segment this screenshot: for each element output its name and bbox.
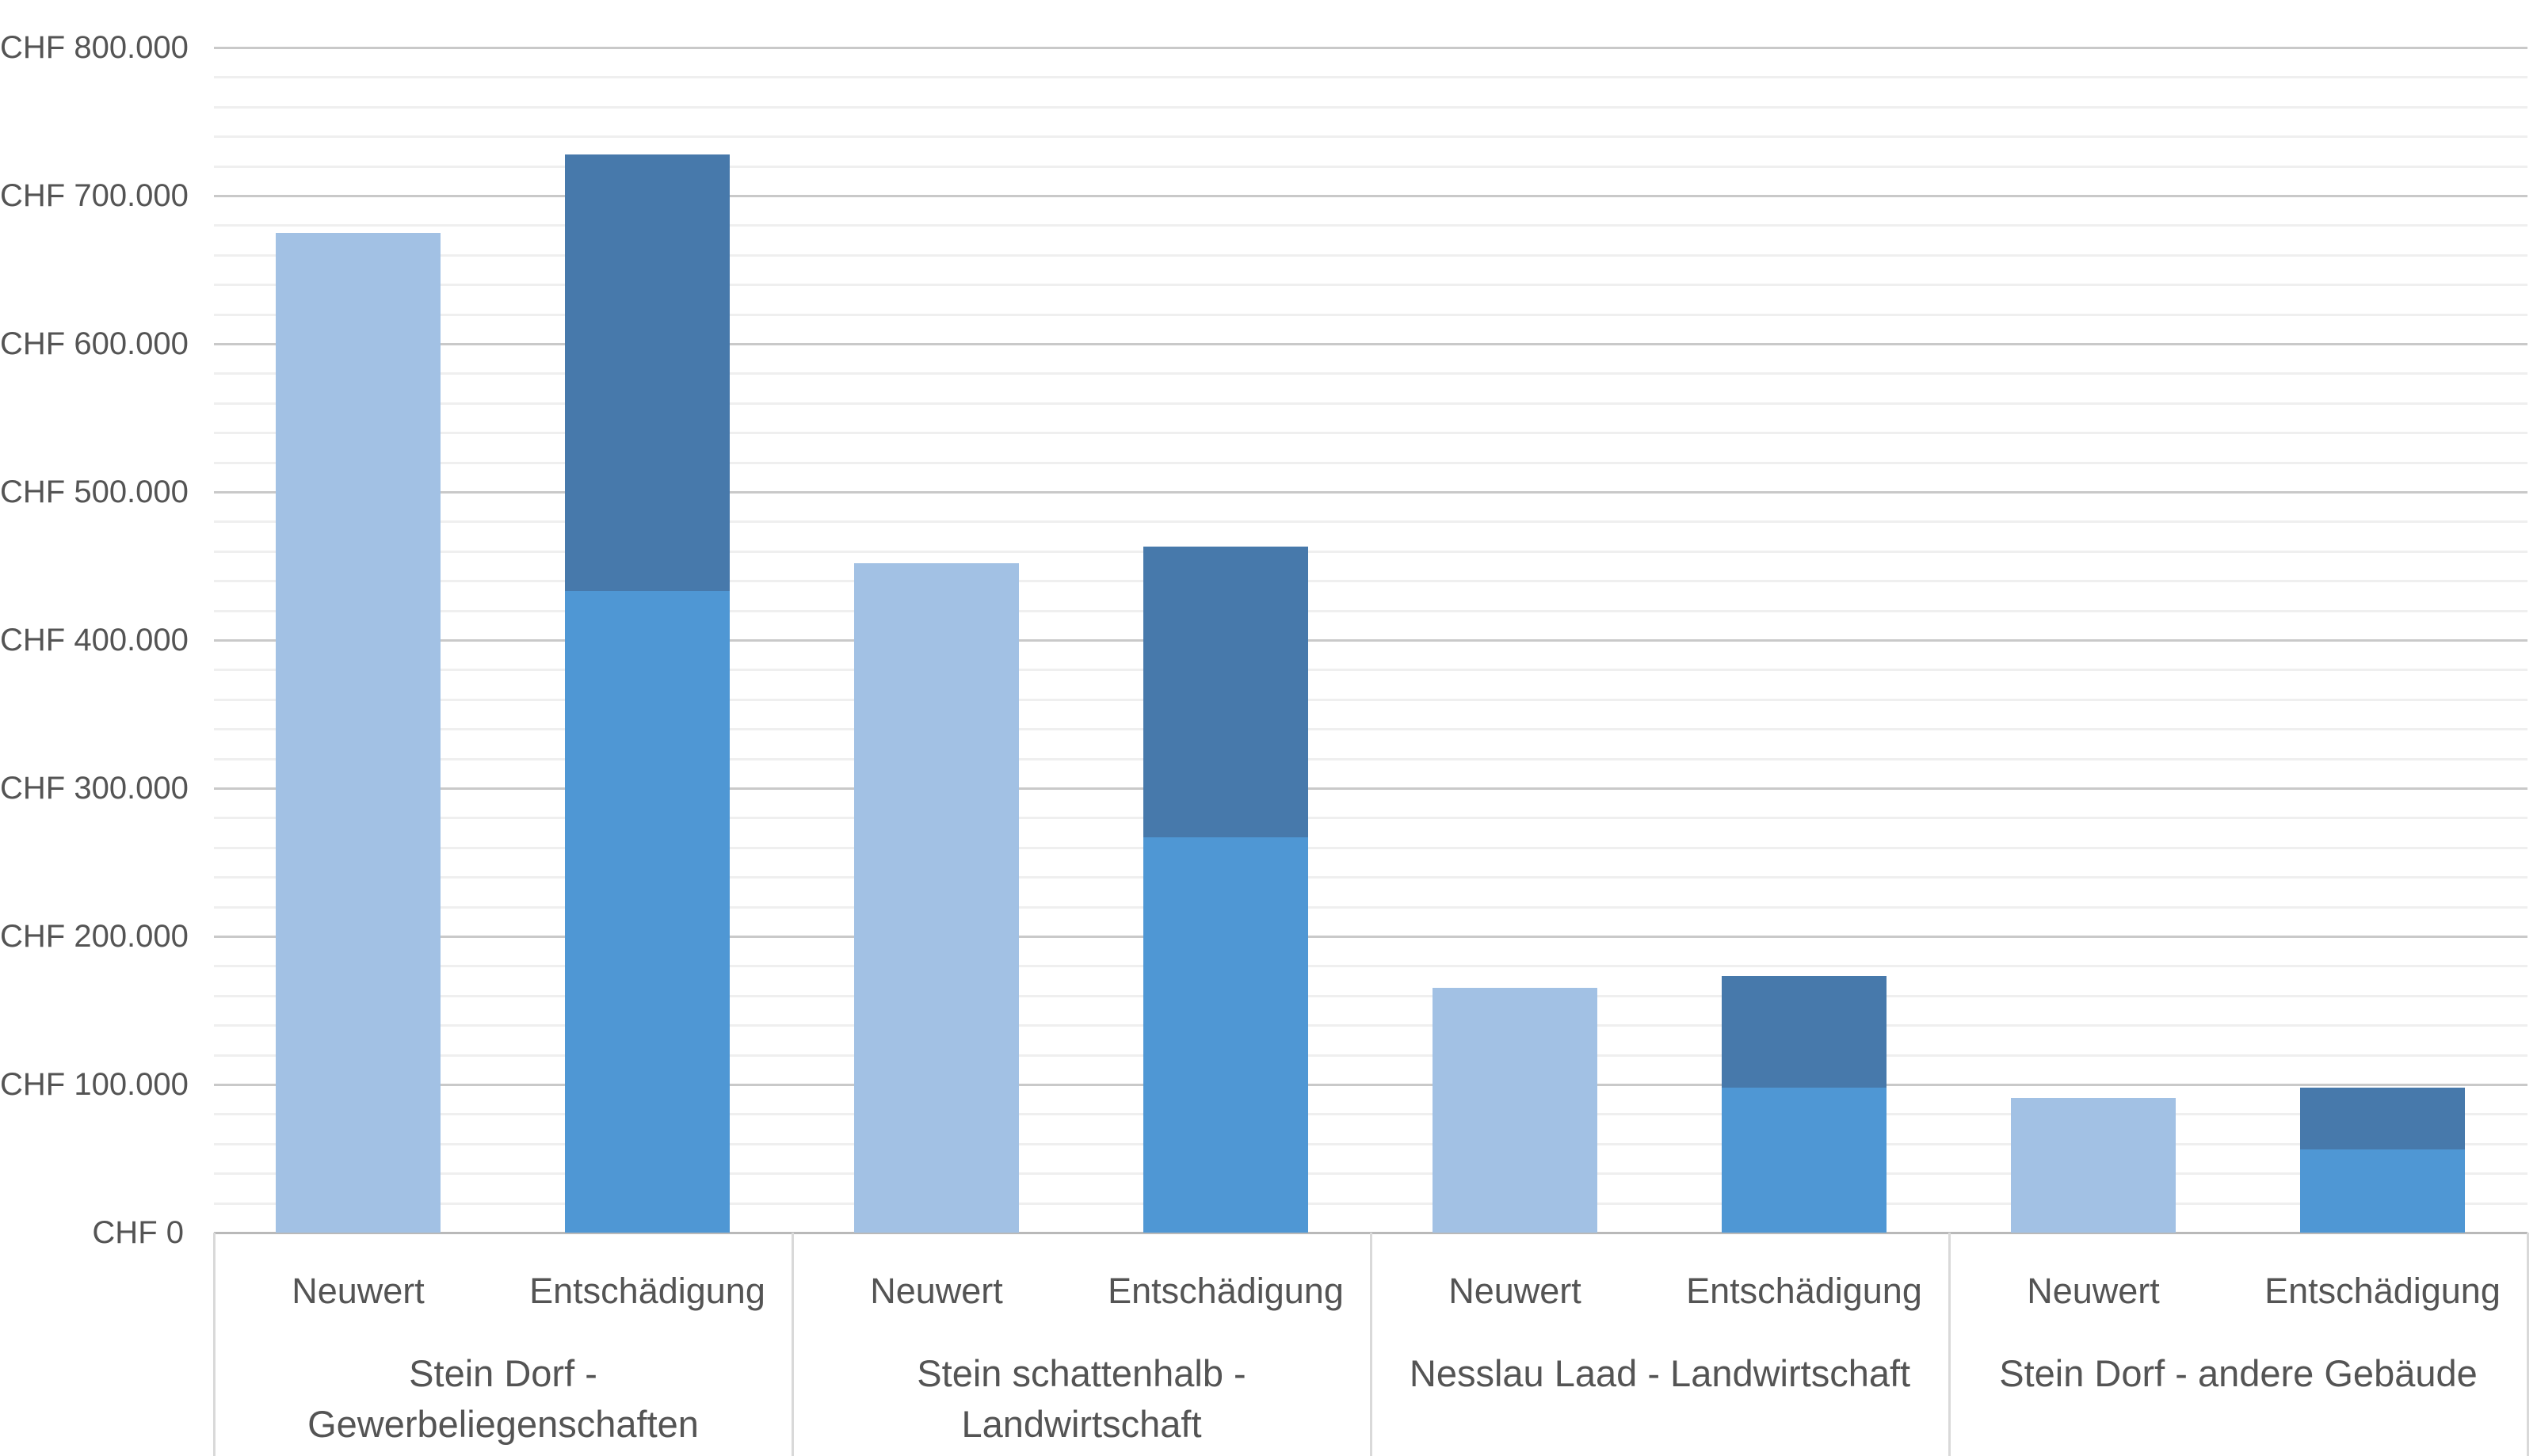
minor-gridline [214,965,2527,968]
minor-gridline [214,135,2527,139]
category-label-entschaedigung: Entschädigung [2264,1271,2501,1311]
y-axis-tick-label: CHF 600.000 [0,326,189,361]
minor-gridline [214,580,2527,583]
category-separator [792,1233,794,1456]
bar-entschaedigung-upper-segment [565,154,730,592]
bar-neuwert [2011,1097,2176,1233]
minor-gridline [214,609,2527,612]
minor-gridline [214,1054,2527,1057]
minor-gridline [214,1024,2527,1027]
major-gridline [214,491,2527,494]
major-gridline [214,936,2527,938]
y-axis-tick-label: CHF 300.000 [0,771,189,806]
y-axis-tick-label: CHF 500.000 [0,475,189,509]
category-label-entschaedigung: Entschädigung [1686,1271,1922,1311]
category-separator [2527,1233,2529,1456]
minor-gridline [214,461,2527,464]
major-gridline [214,1084,2527,1086]
y-axis-tick-label: CHF 800.000 [0,30,189,65]
minor-gridline [214,313,2527,316]
bar-entschaedigung-upper-segment [2300,1087,2465,1150]
minor-gridline [214,253,2527,257]
minor-gridline [214,165,2527,168]
category-separator [1370,1233,1372,1456]
bar-entschaedigung-lower-segment [1143,837,1308,1233]
minor-gridline [214,1202,2527,1205]
minor-gridline [214,669,2527,672]
minor-gridline [214,905,2527,909]
category-separator [213,1233,216,1456]
group-label: Nesslau Laad - Landwirtschaft [1409,1352,1911,1394]
minor-gridline [214,224,2527,227]
bar-entschaedigung-lower-segment [565,591,730,1233]
y-axis-tick-label: CHF 0 [92,1215,184,1250]
minor-gridline [214,757,2527,760]
category-label-neuwert: Neuwert [2027,1271,2160,1311]
group-label: Stein Dorf - andere Gebäude [1999,1352,2478,1394]
bar-entschaedigung-lower-segment [2300,1149,2465,1233]
minor-gridline [214,728,2527,731]
group-label: Stein schattenhalb - Landwirtschaft [917,1352,1246,1445]
category-label-neuwert: Neuwert [292,1271,425,1311]
major-gridline [214,343,2527,345]
minor-gridline [214,402,2527,405]
minor-gridline [214,1142,2527,1145]
minor-gridline [214,1113,2527,1116]
minor-gridline [214,1172,2527,1176]
y-axis-tick-label: CHF 700.000 [0,178,189,213]
minor-gridline [214,550,2527,553]
category-label-neuwert: Neuwert [870,1271,1003,1311]
bar-entschaedigung-upper-segment [1722,976,1887,1088]
y-axis-tick-label: CHF 100.000 [0,1067,189,1102]
major-gridline [214,47,2527,49]
minor-gridline [214,520,2527,524]
category-label-entschaedigung: Entschädigung [1108,1271,1344,1311]
minor-gridline [214,994,2527,997]
category-label-neuwert: Neuwert [1448,1271,1581,1311]
category-separator [1948,1233,1951,1456]
minor-gridline [214,284,2527,287]
major-gridline [214,195,2527,197]
bar-neuwert [1433,988,1597,1233]
minor-gridline [214,432,2527,435]
y-axis-tick-label: CHF 400.000 [0,623,189,657]
bar-entschaedigung-upper-segment [1143,547,1308,837]
minor-gridline [214,876,2527,879]
minor-gridline [214,846,2527,849]
minor-gridline [214,698,2527,701]
major-gridline [214,639,2527,642]
minor-gridline [214,76,2527,79]
minor-gridline [214,817,2527,820]
minor-gridline [214,105,2527,109]
group-label: Stein Dorf - Gewerbeliegenschaften [307,1352,699,1445]
y-axis-tick-label: CHF 200.000 [0,919,189,954]
bar-neuwert [276,232,441,1233]
bar-entschaedigung-lower-segment [1722,1087,1887,1233]
major-gridline [214,787,2527,790]
bar-neuwert [854,562,1019,1233]
minor-gridline [214,372,2527,375]
category-label-entschaedigung: Entschädigung [529,1271,765,1311]
